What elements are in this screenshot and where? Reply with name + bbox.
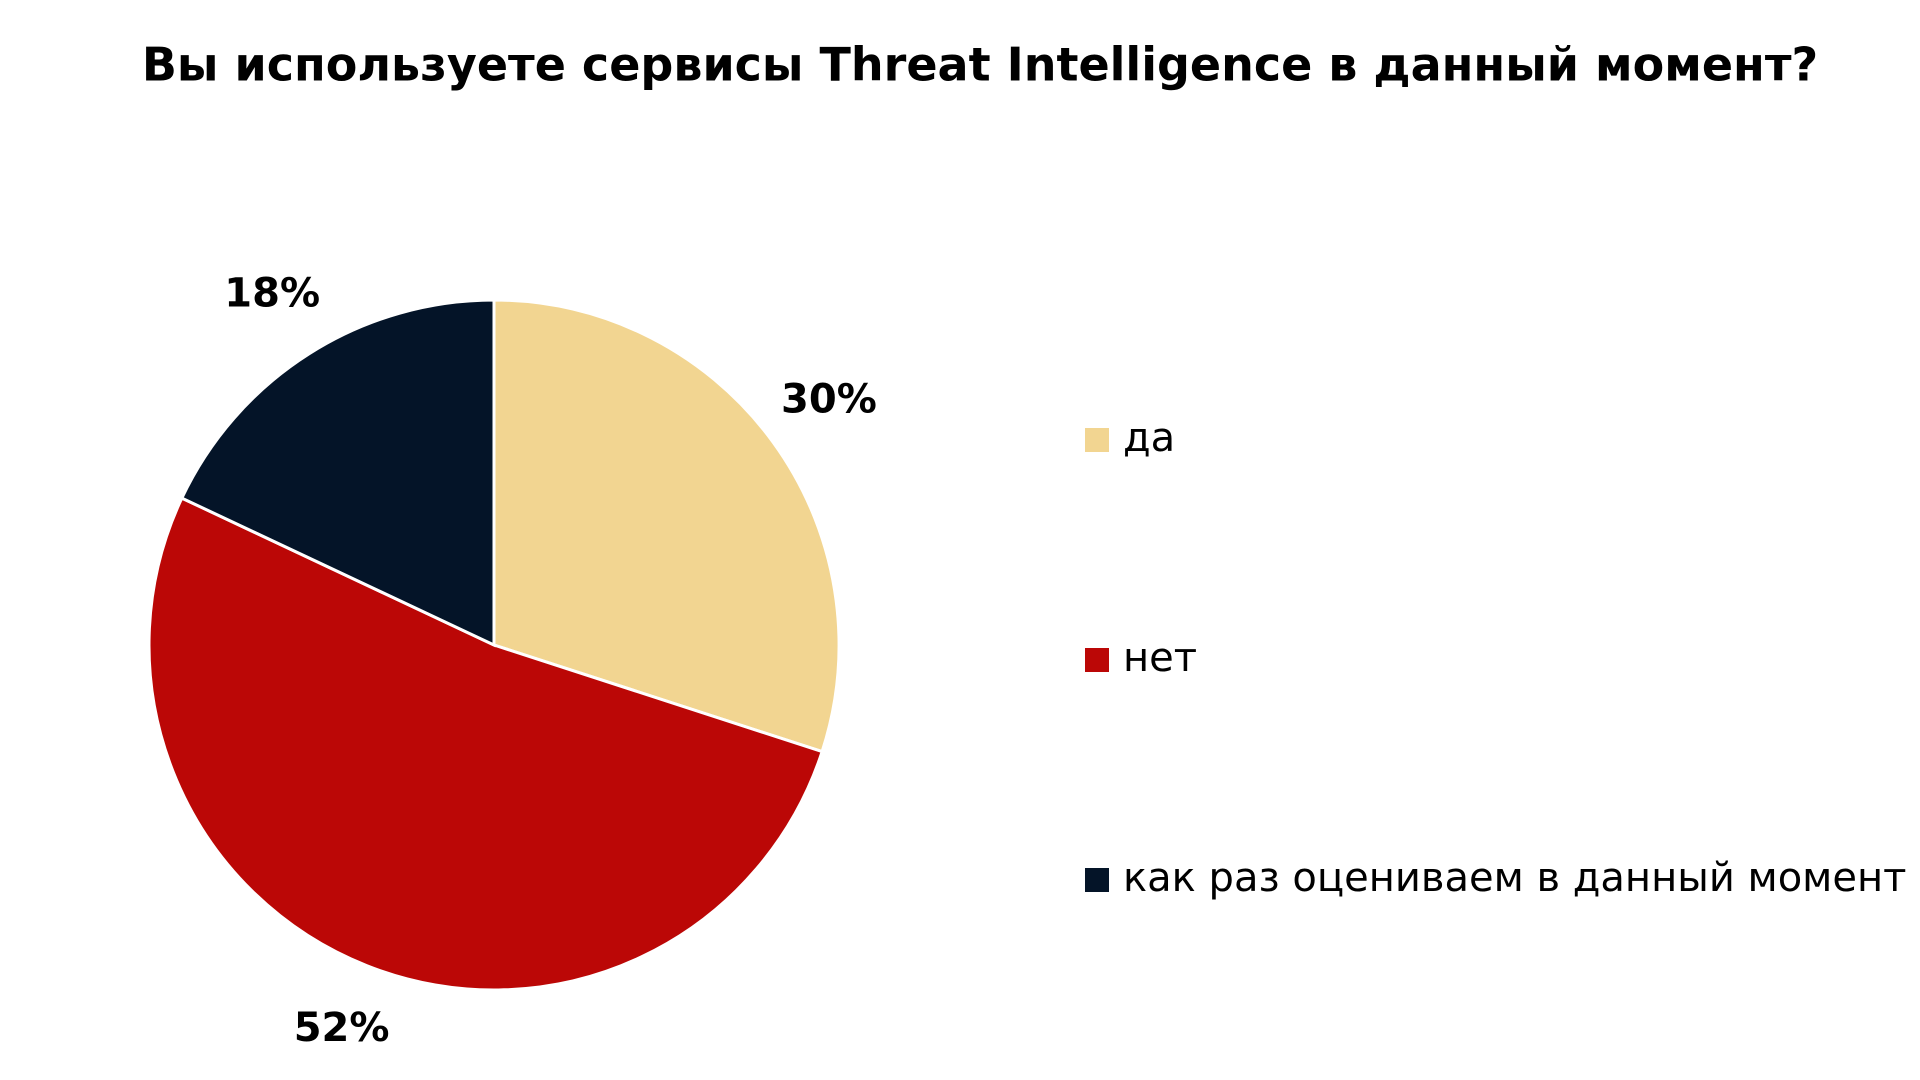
data-label: 30% — [781, 377, 877, 423]
pie-slice — [179, 298, 496, 648]
legend-swatch — [1085, 648, 1109, 672]
legend-label: да — [1123, 415, 1175, 461]
legend-swatch — [1085, 428, 1109, 452]
data-label: 52% — [294, 1005, 390, 1051]
legend-swatch — [1085, 868, 1109, 892]
legend-label: нет — [1123, 635, 1197, 681]
pie-slice — [492, 298, 841, 754]
data-label: 18% — [224, 270, 320, 316]
pie-slice — [147, 496, 825, 992]
legend-label: как раз оцениваем в данный момент — [1123, 855, 1906, 901]
chart-title: Вы используете сервисы Threat Intelligen… — [142, 38, 1818, 92]
